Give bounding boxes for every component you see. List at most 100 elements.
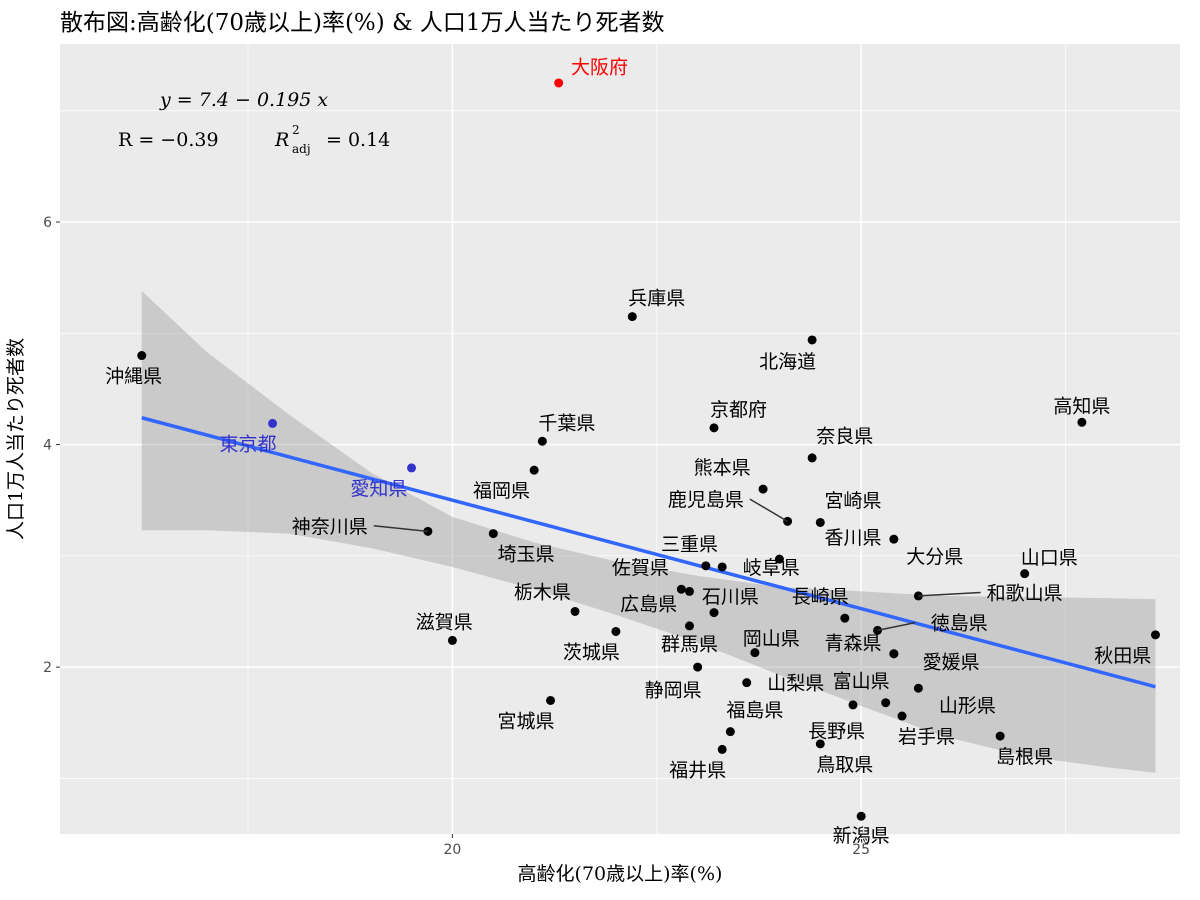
data-point — [137, 351, 147, 361]
point-label: 栃木県 — [514, 581, 571, 603]
data-point — [725, 727, 735, 737]
data-point — [774, 554, 784, 564]
point-label: 大阪府 — [571, 56, 628, 78]
regression-line — [141, 416, 1156, 689]
y-axis-title: 人口1万人当たり死者数 — [5, 338, 27, 540]
x-tick-label: 25 — [852, 842, 870, 858]
point-label: 福島県 — [726, 699, 783, 721]
point-label: 佐賀県 — [612, 557, 669, 579]
point-label: 鹿児島県 — [668, 489, 744, 511]
r2-superscript: 2 — [292, 123, 300, 137]
y-tick-label: 2 — [43, 660, 52, 676]
data-point — [750, 648, 760, 658]
correlation-r: R = −0.39 — [118, 129, 219, 151]
data-point — [268, 418, 278, 428]
data-point — [684, 621, 694, 631]
point-label: 和歌山県 — [987, 583, 1063, 605]
label-leader-line — [918, 591, 981, 597]
label-leader-line — [749, 498, 788, 522]
data-point — [529, 465, 539, 475]
data-point — [807, 453, 817, 463]
point-label: 滋賀県 — [416, 611, 473, 633]
point-label: 高知県 — [1053, 396, 1110, 418]
point-label: 福井県 — [669, 759, 726, 781]
data-point — [881, 698, 891, 708]
data-point — [840, 613, 850, 623]
data-point — [717, 562, 727, 572]
point-label: 愛媛県 — [923, 652, 980, 674]
point-label: 茨城県 — [563, 642, 620, 664]
point-label: 岐阜県 — [743, 557, 800, 579]
data-point — [889, 534, 899, 544]
plot-panel — [60, 44, 1180, 834]
data-point — [676, 584, 686, 594]
data-point — [709, 608, 719, 618]
point-label: 山形県 — [939, 695, 996, 717]
point-label: 岡山県 — [743, 628, 800, 650]
point-label: 三重県 — [661, 534, 718, 556]
point-label: 奈良県 — [816, 426, 873, 448]
data-point — [897, 711, 907, 721]
data-point — [1077, 417, 1087, 427]
data-point — [546, 695, 556, 705]
r2-subscript: adj — [292, 142, 311, 156]
data-point — [1020, 569, 1030, 579]
data-point — [684, 586, 694, 596]
data-points-layer — [137, 78, 1160, 821]
confidence-band-layer — [141, 291, 1156, 773]
data-point — [995, 731, 1005, 741]
point-label: 埼玉県 — [497, 544, 554, 566]
point-label: 岩手県 — [898, 726, 955, 748]
data-point — [407, 463, 417, 473]
data-point — [913, 683, 923, 693]
data-point — [554, 78, 564, 88]
regression-equation: y = 7.4 − 0.195 x — [159, 89, 328, 111]
data-point — [488, 529, 498, 539]
point-label: 徳島県 — [931, 613, 988, 635]
x-axis-title: 高齢化(70歳以上)率(%) — [518, 863, 723, 885]
regression-line-layer — [141, 416, 1156, 689]
point-label: 長野県 — [808, 721, 865, 743]
axis-layer: 20 25 2 4 6 — [43, 215, 870, 858]
point-label: 愛知県 — [350, 478, 407, 500]
point-label: 青森県 — [824, 633, 881, 655]
data-point — [807, 335, 817, 345]
data-point — [611, 626, 621, 636]
data-point — [627, 312, 637, 322]
point-label: 熊本県 — [694, 457, 751, 479]
confidence-band — [141, 291, 1156, 773]
label-leader-line — [373, 525, 428, 533]
point-label: 富山県 — [833, 670, 890, 692]
point-label: 京都府 — [710, 399, 767, 421]
point-label: 広島県 — [620, 594, 677, 616]
data-point — [758, 484, 768, 494]
data-point — [709, 423, 719, 433]
point-label: 山口県 — [1021, 547, 1078, 569]
data-point — [815, 517, 825, 527]
point-label: 静岡県 — [645, 679, 702, 701]
r2-symbol: R — [274, 129, 289, 151]
equation-annotation: y = 7.4 − 0.195 x R = −0.39 R 2 adj = 0.… — [118, 89, 390, 156]
data-point — [815, 739, 825, 749]
point-label: 神奈川県 — [292, 516, 368, 538]
point-label: 群馬県 — [661, 634, 718, 656]
point-label: 鳥取県 — [816, 754, 873, 776]
data-point — [889, 649, 899, 659]
data-point — [856, 811, 866, 821]
point-label: 宮崎県 — [824, 490, 881, 512]
x-tick-label: 20 — [443, 842, 461, 858]
data-point — [570, 606, 580, 616]
data-point — [848, 700, 858, 710]
point-label: 沖縄県 — [105, 366, 162, 388]
point-label: 石川県 — [702, 586, 759, 608]
point-label: 香川県 — [824, 527, 881, 549]
point-label: 東京都 — [220, 433, 277, 455]
point-label: 北海道 — [759, 351, 816, 373]
point-label: 山梨県 — [767, 673, 824, 695]
y-tick-label: 6 — [43, 215, 52, 231]
y-tick-label: 4 — [43, 438, 52, 454]
point-label: 兵庫県 — [628, 288, 685, 310]
